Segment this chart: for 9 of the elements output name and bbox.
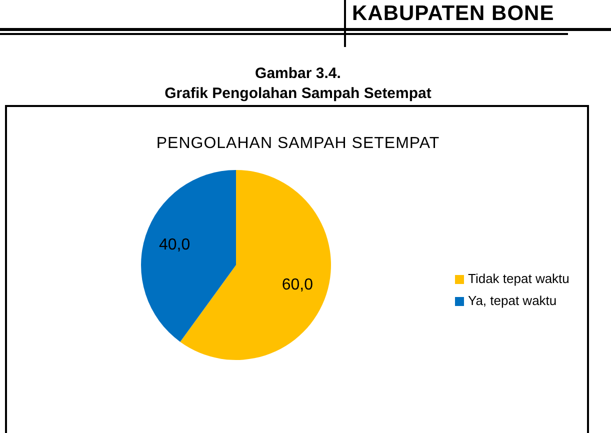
data-label: 60,0 — [282, 276, 314, 294]
text: KABUPATEN BONE — [352, 2, 554, 26]
pie-slice — [141, 170, 236, 342]
legend-label: Ya, tepat waktu — [468, 293, 557, 308]
text: Grafik Pengolahan Sampah Setempat — [164, 84, 432, 104]
text: Gambar 3.4. — [254, 64, 342, 84]
legend-label: Tidak tepat waktu — [468, 271, 570, 286]
chart-title: PENGOLAHAN SAMPAH SETEMPAT — [155, 134, 441, 154]
data-label: 40,0 — [158, 236, 190, 254]
